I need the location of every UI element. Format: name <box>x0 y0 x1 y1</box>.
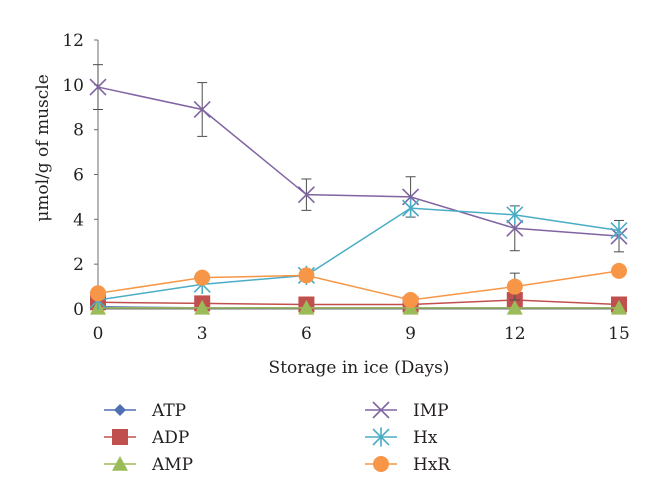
axes: 0 2 4 6 8 10 12 0 3 6 9 12 15 <box>62 31 629 344</box>
legend-item-amp: AMP <box>104 455 193 475</box>
data-point-circle <box>298 267 315 284</box>
y-axis-label: μmol/g of muscle <box>33 74 53 222</box>
y-tick-label: 8 <box>73 121 84 141</box>
data-point-circle <box>611 262 627 279</box>
data-point-circle <box>402 292 419 309</box>
data-point-circle <box>90 285 106 302</box>
data-point-cross <box>297 186 315 204</box>
data-point-triangle <box>194 299 211 315</box>
series-hxr <box>90 262 627 309</box>
data-point-circle <box>373 456 389 472</box>
legend-label: AMP <box>151 455 193 475</box>
x-tick-label: 9 <box>405 324 416 344</box>
x-tick-label: 3 <box>197 324 208 344</box>
data-point-diamond <box>114 404 126 416</box>
data-point-star <box>610 220 628 241</box>
data-point-star <box>506 205 524 225</box>
series-line <box>97 270 620 301</box>
data-point-cross <box>193 100 211 119</box>
legend-label: ATP <box>151 401 186 421</box>
data-point-triangle <box>298 299 315 315</box>
y-tick-label: 6 <box>73 166 84 186</box>
series-hx <box>89 198 628 310</box>
legend-item-adp: ADP <box>104 428 189 448</box>
data-point-cross <box>89 78 107 96</box>
x-tick-label: 15 <box>608 324 630 344</box>
legend-label: ADP <box>151 428 189 448</box>
series-layer <box>89 64 628 315</box>
legend-item-hx: Hx <box>365 427 438 448</box>
data-point-circle <box>194 269 211 286</box>
series-line <box>97 207 620 301</box>
data-point-square <box>112 429 128 445</box>
data-point-circle <box>506 278 523 295</box>
data-point-cross <box>506 219 524 237</box>
legend-item-hxr: HxR <box>365 455 451 475</box>
data-point-star <box>402 198 420 218</box>
x-axis-label: Storage in ice (Days) <box>269 358 450 378</box>
legend-label: IMP <box>413 401 449 421</box>
data-point-star <box>372 427 390 447</box>
data-point-triangle <box>611 299 627 315</box>
legend: ATP ADP AMP IMP Hx HxR <box>104 401 451 475</box>
series-line <box>97 86 620 237</box>
legend-item-imp: IMP <box>365 401 449 421</box>
legend-label: Hx <box>413 428 438 448</box>
y-tick-label: 2 <box>73 255 84 275</box>
legend-item-atp: ATP <box>104 401 186 421</box>
y-tick-label: 12 <box>62 31 84 51</box>
x-tick-label: 0 <box>93 324 104 344</box>
series-line <box>97 299 620 306</box>
data-point-triangle <box>112 456 128 471</box>
legend-label: HxR <box>413 455 451 475</box>
data-point-triangle <box>506 299 523 315</box>
y-tick-label: 0 <box>73 300 84 320</box>
data-point-cross <box>372 401 390 419</box>
y-tick-label: 10 <box>62 76 84 96</box>
y-tick-label: 4 <box>73 210 84 230</box>
series-imp <box>89 64 628 253</box>
x-tick-label: 6 <box>301 324 312 344</box>
x-tick-label: 12 <box>504 324 526 344</box>
